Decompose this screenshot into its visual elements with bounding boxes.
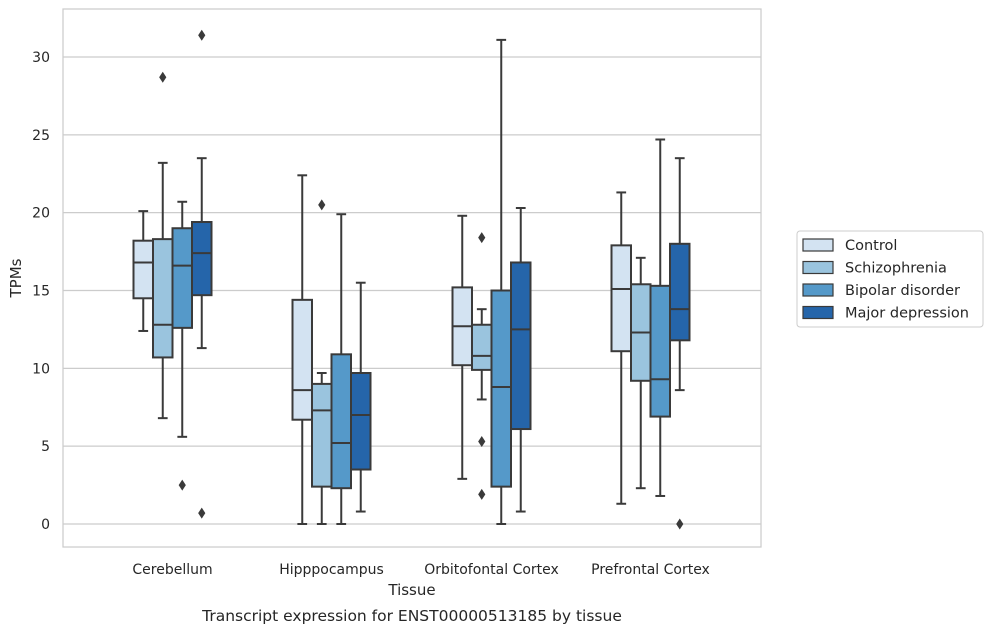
- box-2-0: [451, 214, 473, 480]
- box-2-3: [510, 206, 532, 513]
- y-tick-label: 10: [32, 361, 50, 377]
- box-2-2: [490, 38, 512, 525]
- box-body: [330, 353, 352, 490]
- box-2-1: [471, 232, 493, 500]
- outlier-point: [676, 518, 684, 530]
- box-body: [291, 298, 313, 421]
- x-axis-title: Tissue: [387, 581, 435, 599]
- y-tick-label: 5: [41, 439, 50, 455]
- x-axis-ticks: Cerebellum Hipppocampus Orbitofontal Corte…: [132, 562, 709, 578]
- box-body: [471, 323, 493, 371]
- legend: Control Schizophrenia Bipolar disorder Majo…: [796, 230, 984, 328]
- box-3-1: [630, 256, 652, 490]
- box-body: [490, 289, 512, 488]
- x-tick-label: Hipppocampus: [279, 562, 384, 578]
- box-body: [171, 227, 193, 329]
- box-body: [311, 382, 333, 488]
- box-body: [669, 242, 691, 342]
- outlier-point: [478, 435, 486, 447]
- y-tick-label: 15: [32, 284, 50, 300]
- legend-swatch: [802, 305, 834, 320]
- legend-label: Major depression: [845, 306, 969, 322]
- box-body: [649, 284, 671, 418]
- box-0-0: [132, 210, 154, 332]
- legend-label: Bipolar disorder: [845, 283, 960, 299]
- x-tick-label: Orbitofontal Cortex: [424, 562, 559, 578]
- outlier-point: [478, 488, 486, 500]
- box-body: [132, 239, 154, 300]
- legend-swatch: [802, 260, 834, 275]
- box-body: [350, 372, 372, 471]
- legend-swatch: [802, 283, 834, 297]
- y-tick-label: 25: [32, 128, 50, 144]
- box-body: [152, 238, 174, 359]
- box-1-1: [311, 199, 333, 525]
- box-body: [191, 221, 213, 297]
- x-tick-label: Prefrontal Cortex: [591, 562, 710, 578]
- y-axis-title: TPMs: [7, 258, 25, 298]
- outlier-point: [159, 71, 167, 83]
- box-3-0: [610, 191, 632, 505]
- outlier-point: [198, 29, 206, 41]
- box-3-3: [669, 157, 691, 530]
- legend-items: Control Schizophrenia Bipolar disorder Majo…: [802, 238, 969, 322]
- y-tick-label: 0: [41, 517, 50, 533]
- box-3-2: [649, 138, 671, 497]
- legend-swatch: [802, 238, 834, 252]
- outlier-point: [198, 507, 206, 519]
- box-0-1: [152, 71, 174, 420]
- outlier-point: [478, 232, 486, 244]
- x-tick-label: Cerebellum: [132, 562, 212, 578]
- box-1-2: [330, 213, 352, 525]
- outlier-point: [178, 479, 186, 491]
- box-0-2: [171, 200, 193, 491]
- legend-frame: [796, 230, 984, 328]
- plot-area-frame: [62, 8, 762, 548]
- box-body: [510, 261, 532, 431]
- box-1-0: [291, 174, 313, 525]
- legend-label: Schizophrenia: [845, 261, 947, 277]
- box-0-3: [191, 29, 213, 519]
- box-body: [610, 244, 632, 353]
- outlier-point: [318, 199, 326, 211]
- legend-label: Control: [845, 238, 897, 254]
- y-tick-label: 20: [32, 206, 50, 222]
- boxes: [132, 29, 691, 530]
- y-axis-ticks: 0 5 10 15 20 25 30: [32, 50, 50, 533]
- box-1-3: [350, 281, 372, 513]
- y-tick-label: 30: [32, 50, 50, 66]
- chart-caption: Transcript expression for ENST0000051318…: [201, 607, 622, 625]
